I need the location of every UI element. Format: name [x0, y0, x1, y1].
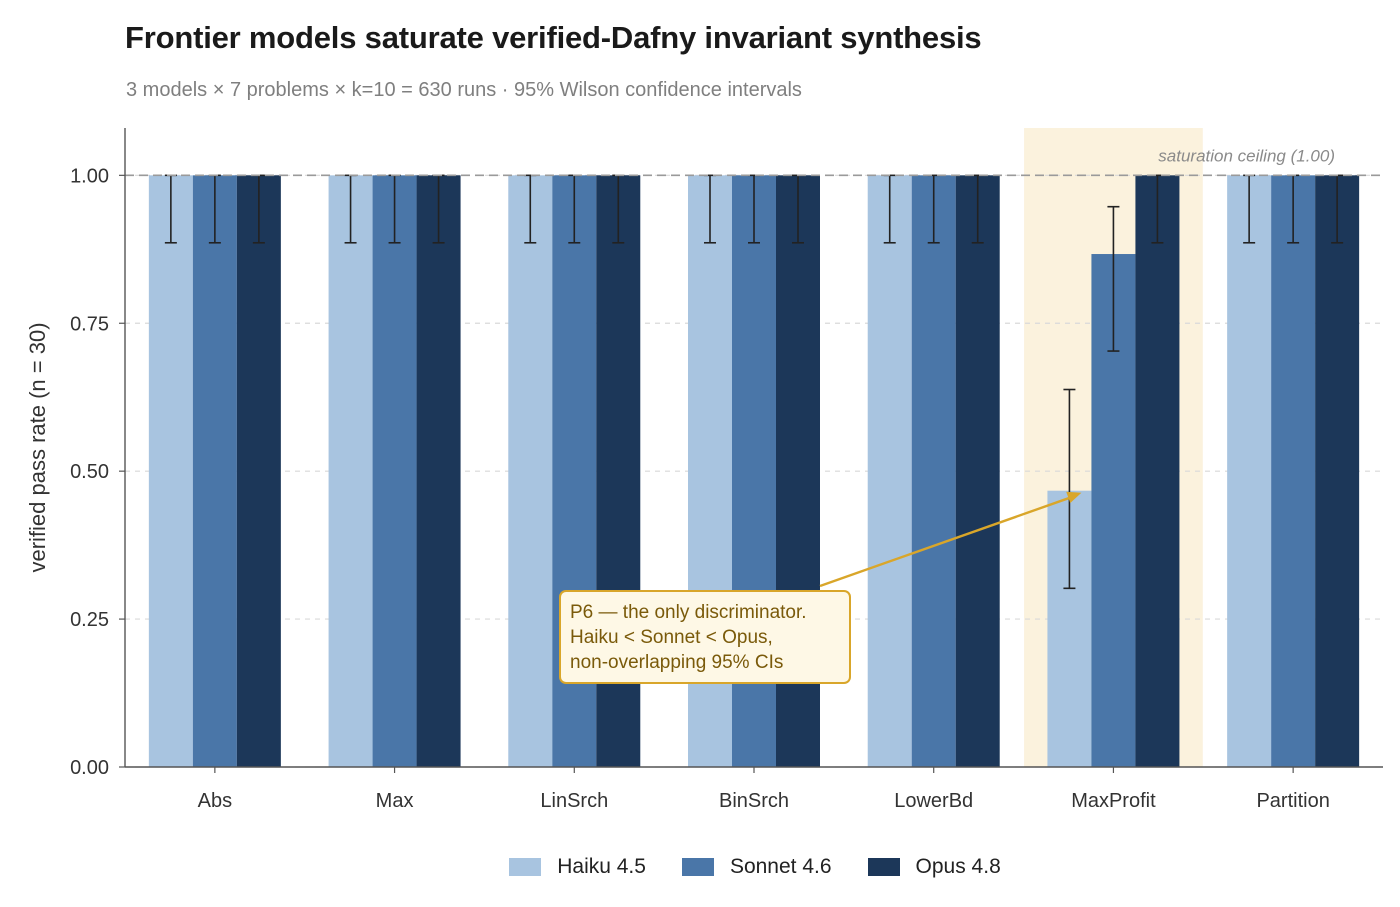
- x-tick-label: Max: [376, 790, 414, 812]
- legend-swatch: [867, 858, 900, 876]
- annotation-line: non-overlapping 95% CIs: [570, 652, 784, 673]
- chart-title: Frontier models saturate verified-Dafny …: [125, 20, 982, 55]
- saturation-ceiling-label: saturation ceiling (1.00): [1158, 146, 1335, 165]
- x-tick-label: MaxProfit: [1071, 790, 1156, 812]
- bar: [236, 175, 281, 768]
- bar: [1315, 175, 1360, 768]
- error-bars-layer: [164, 174, 1344, 590]
- bar: [1135, 175, 1180, 768]
- legend-swatch: [509, 858, 542, 876]
- legend-swatch: [681, 858, 714, 876]
- annotation-line: P6 — the only discriminator.: [570, 602, 807, 623]
- annotation-arrow-head: [1066, 491, 1082, 504]
- legend-label: Haiku 4.5: [557, 855, 646, 878]
- legend-item-sonnet: Sonnet 4.6: [681, 855, 832, 879]
- legend-label: Sonnet 4.6: [729, 855, 832, 878]
- bar: [508, 175, 553, 768]
- y-tick-label: 0.00: [70, 757, 109, 779]
- bar: [1227, 175, 1272, 768]
- x-tick-label: Abs: [198, 790, 232, 812]
- reference-line-layer: saturation ceiling (1.00): [125, 146, 1383, 177]
- y-tick-label: 1.00: [70, 165, 109, 187]
- bar: [955, 175, 1000, 768]
- chart-subtitle: 3 models × 7 problems × k=10 = 630 runs …: [126, 79, 802, 101]
- bar: [148, 175, 193, 768]
- y-axis-title: verified pass rate (n = 30): [25, 322, 50, 572]
- axes: [119, 128, 1383, 773]
- y-tick-label: 0.50: [70, 461, 109, 483]
- legend-item-haiku: Haiku 4.5: [509, 855, 646, 879]
- bars-layer: [148, 175, 1360, 768]
- bar: [416, 175, 461, 768]
- annotation-arrow-layer: [819, 491, 1082, 588]
- x-tick-label: LinSrch: [540, 790, 608, 812]
- y-tick-label: 0.75: [70, 313, 109, 335]
- bar: [192, 175, 237, 768]
- bar: [867, 175, 912, 768]
- legend-item-opus: Opus 4.8: [867, 855, 1001, 879]
- legend: Haiku 4.5 Sonnet 4.6 Opus 4.8: [0, 852, 1400, 882]
- x-tick-label: Partition: [1256, 790, 1329, 812]
- bar: [1271, 175, 1316, 768]
- annotation-callout: P6 — the only discriminator. Haiku < Son…: [559, 590, 851, 684]
- bar: [911, 175, 956, 768]
- legend-label: Opus 4.8: [915, 855, 1001, 878]
- bar: [328, 175, 373, 768]
- y-tick-label: 0.25: [70, 609, 109, 631]
- annotation-arrow-line: [819, 496, 1072, 588]
- x-tick-label: LowerBd: [894, 790, 973, 812]
- bar: [372, 175, 417, 768]
- tick-labels: 0.00 0.25 0.50 0.75 1.00 Abs Max LinSrch BinSrch…: [25, 165, 1330, 812]
- annotation-line: Haiku < Sonnet < Opus,: [570, 627, 773, 648]
- x-tick-label: BinSrch: [719, 790, 789, 812]
